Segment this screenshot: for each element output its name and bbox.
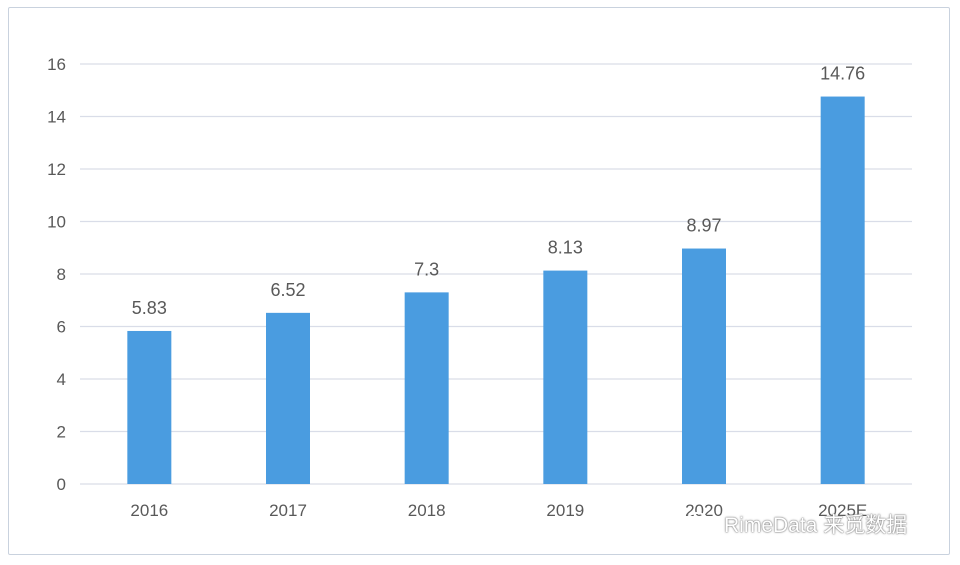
x-tick-label: 2017 — [269, 501, 307, 520]
y-tick-label: 2 — [57, 423, 66, 442]
x-tick-label: 2019 — [546, 501, 584, 520]
x-tick-label: 2025E — [818, 501, 867, 520]
y-tick-label: 16 — [47, 55, 66, 74]
bars — [127, 96, 865, 485]
data-label: 6.52 — [270, 280, 305, 300]
y-tick-label: 14 — [47, 108, 66, 127]
y-tick-label: 6 — [57, 318, 66, 337]
bar — [682, 248, 726, 484]
gridlines — [80, 63, 912, 485]
y-tick-label: 10 — [47, 213, 66, 232]
bar — [266, 312, 310, 484]
x-tick-label: 2018 — [408, 501, 446, 520]
bar — [820, 96, 865, 485]
y-tick-label: 8 — [57, 265, 66, 284]
x-axis-tick-labels: 2016 2017 2018 2019 2020 2025E — [130, 501, 867, 520]
y-tick-label: 4 — [57, 370, 66, 389]
y-tick-label: 0 — [57, 475, 66, 494]
x-tick-label: 2020 — [685, 501, 723, 520]
bar — [404, 292, 449, 484]
bar — [127, 330, 172, 484]
y-tick-label: 12 — [47, 160, 66, 179]
data-label: 8.97 — [686, 216, 721, 236]
data-label: 5.83 — [132, 298, 167, 318]
bar — [543, 270, 588, 484]
data-label: 8.13 — [548, 238, 583, 258]
data-labels: 5.83 6.52 7.3 8.13 8.97 14.76 — [132, 64, 865, 318]
data-label: 7.3 — [414, 259, 439, 279]
x-tick-label: 2016 — [130, 501, 168, 520]
data-label: 14.76 — [820, 64, 865, 84]
y-axis-tick-labels: 0 2 4 6 8 10 12 14 16 — [47, 55, 66, 494]
